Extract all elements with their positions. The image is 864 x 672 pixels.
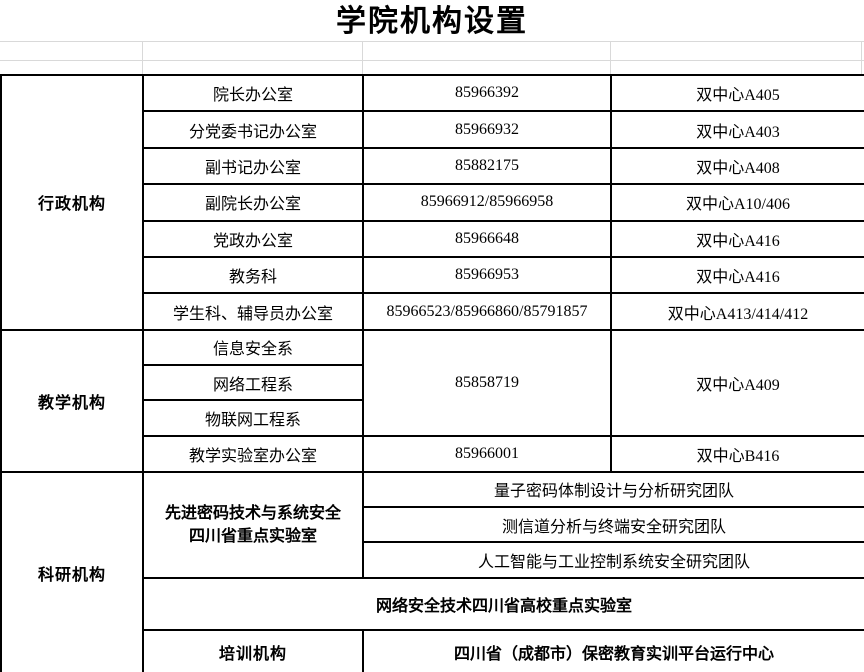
- table-row: 人工智能与工业控制系统安全研究团队: [1, 541, 864, 579]
- table-row: 科研机构 先进密码技术与系统安全 四川省重点实验室 量子密码体制设计与分析研究团…: [0, 470, 864, 672]
- table-row: 学生科、辅导员办公室 85966523/85966860/85791857 双中…: [1, 292, 864, 331]
- team-cell: 人工智能与工业控制系统安全研究团队: [362, 541, 864, 579]
- table-row: 教学实验室办公室 85966001 双中心B416: [1, 434, 864, 473]
- location-cell: 双中心B416: [610, 434, 864, 473]
- phone-cell: 85966912/85966958: [362, 183, 612, 222]
- section-cell-teaching: 教学机构: [0, 328, 144, 473]
- provincial-lab-cell: 网络安全技术四川省高校重点实验室: [142, 576, 864, 631]
- phone-cell: 85966648: [362, 219, 612, 258]
- phone-cell: 85966523/85966860/85791857: [362, 292, 612, 331]
- table-row: 培训机构 四川省（成都市）保密教育实训平台运行中心: [1, 628, 864, 672]
- page-title: 学院机构设置: [336, 5, 528, 38]
- dept-cell: 网络工程系: [142, 364, 364, 402]
- location-cell-merged: 双中心A409: [610, 328, 864, 437]
- phone-cell: 85882175: [362, 146, 612, 186]
- location-cell: 双中心A405: [610, 73, 864, 113]
- phone-cell-merged: 85858719: [362, 328, 612, 437]
- location-cell: 双中心A10/406: [610, 183, 864, 222]
- dept-cell: 院长办公室: [142, 73, 364, 113]
- phone-cell: 85966392: [362, 73, 612, 113]
- gridline-horizontal: [0, 60, 864, 61]
- table-row: 网络安全技术四川省高校重点实验室: [1, 576, 864, 631]
- key-lab-cell: 先进密码技术与系统安全 四川省重点实验室: [142, 470, 364, 579]
- training-center-cell: 四川省（成都市）保密教育实训平台运行中心: [362, 628, 864, 672]
- table-row: 教学机构 信息安全系 85858719 双中心A409: [0, 328, 864, 473]
- dept-cell: 信息安全系: [142, 328, 364, 367]
- location-cell: 双中心A416: [610, 219, 864, 258]
- table-row: 教务科 85966953 双中心A416: [1, 255, 864, 295]
- location-cell: 双中心A403: [610, 110, 864, 149]
- table-row: 党政办公室 85966648 双中心A416: [1, 219, 864, 258]
- dept-cell: 分党委书记办公室: [142, 110, 364, 149]
- table-row: 网络工程系: [1, 364, 864, 402]
- location-cell: 双中心A416: [610, 255, 864, 295]
- table-row: 副院长办公室 85966912/85966958 双中心A10/406: [1, 183, 864, 222]
- section-cell-admin: 行政机构: [0, 74, 144, 331]
- section-cell-training: 培训机构: [142, 628, 364, 672]
- dept-cell: 副院长办公室: [142, 183, 364, 222]
- dept-cell: 党政办公室: [142, 219, 364, 258]
- gridline-vertical: [362, 41, 363, 74]
- dept-cell: 学生科、辅导员办公室: [142, 292, 364, 331]
- phone-cell: 85966932: [362, 110, 612, 149]
- dept-cell: 物联网工程系: [142, 399, 364, 437]
- gridline-vertical: [610, 41, 611, 74]
- team-cell: 测信道分析与终端安全研究团队: [362, 505, 864, 544]
- key-lab-line: 四川省重点实验室: [188, 527, 317, 545]
- phone-cell: 85966953: [362, 255, 612, 295]
- dept-cell: 教务科: [142, 255, 364, 295]
- phone-cell: 85966001: [362, 434, 612, 473]
- team-cell: 量子密码体制设计与分析研究团队: [362, 470, 864, 508]
- dept-cell: 副书记办公室: [142, 146, 364, 186]
- gridline-horizontal: [0, 41, 864, 42]
- gridline-vertical: [861, 41, 862, 74]
- section-cell-research: 科研机构: [0, 470, 144, 672]
- table-row: 物联网工程系: [1, 399, 864, 437]
- org-table: 行政机构 院长办公室 85966392 双中心A405 分党委书记办公室 859…: [0, 73, 864, 672]
- dept-cell: 教学实验室办公室: [142, 434, 364, 473]
- location-cell: 双中心A413/414/412: [610, 292, 864, 331]
- table-row: 测信道分析与终端安全研究团队: [1, 505, 864, 544]
- key-lab-line: 先进密码技术与系统安全: [164, 504, 341, 522]
- table-row: 行政机构 院长办公室 85966392 双中心A405: [0, 73, 864, 331]
- gridline-vertical: [142, 41, 143, 74]
- table-row: 副书记办公室 85882175 双中心A408: [1, 146, 864, 186]
- location-cell: 双中心A408: [610, 146, 864, 186]
